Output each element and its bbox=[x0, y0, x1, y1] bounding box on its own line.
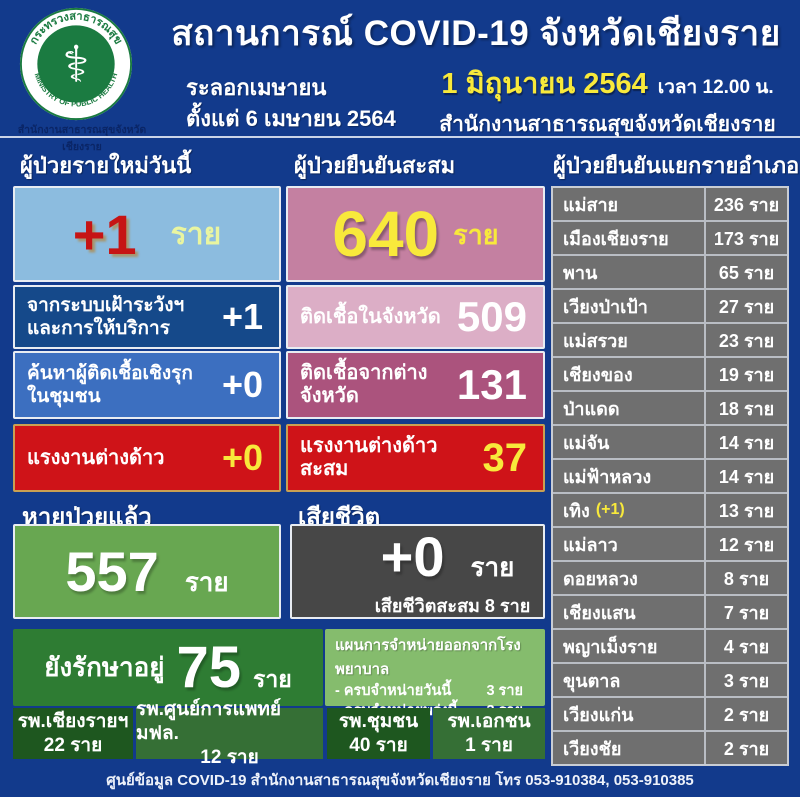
surveillance-box: จากระบบเฝ้าระวังฯ และการให้บริการ +1 bbox=[13, 285, 281, 349]
hospital-box: รพ.เอกชน 1 ราย bbox=[433, 708, 545, 759]
district-row: ขุนตาล 3 ราย bbox=[553, 664, 787, 698]
in-province-label: ติดเชื้อในจังหวัด bbox=[300, 305, 441, 328]
district-row: ดอยหลวง 8 ราย bbox=[553, 562, 787, 596]
cumulative-label: ผู้ป่วยยืนยันสะสม bbox=[294, 153, 456, 178]
deaths-unit: ราย bbox=[470, 551, 515, 582]
recovered-value: 557 bbox=[65, 540, 159, 603]
migrant-total-label: แรงงานต่างด้าวสะสม bbox=[300, 435, 438, 480]
district-row: พาน 65 ราย bbox=[553, 256, 787, 290]
header-divider bbox=[0, 136, 800, 138]
district-row: แม่ฟ้าหลวง 14 ราย bbox=[553, 460, 787, 494]
district-row: เมืองเชียงราย 173 ราย bbox=[553, 222, 787, 256]
cumulative-box: 640 ราย bbox=[286, 186, 545, 282]
in-province-value: 509 bbox=[456, 293, 527, 340]
district-row: แม่ลาว 12 ราย bbox=[553, 528, 787, 562]
ministry-of-public-health-seal-icon: กระทรวงสาธารณสุข MINISTRY OF PUBLIC HEAL… bbox=[19, 7, 133, 121]
hospital-box: รพ.ศูนย์การแพทย์มฟล. 12 ราย bbox=[136, 699, 323, 768]
migrant-total-value: 37 bbox=[482, 435, 528, 480]
district-row: เทิง (+1) 13 ราย bbox=[553, 494, 787, 528]
new-today-box: +1 ราย bbox=[13, 186, 281, 282]
hospital-box: รพ.ชุมชน 40 ราย bbox=[327, 708, 430, 759]
in-care-box: ยังรักษาอยู่ 75 ราย bbox=[13, 629, 323, 706]
districts-label: ผู้ป่วยยืนยันแยกรายอำเภอ bbox=[553, 153, 800, 178]
hospital-box: รพ.เชียงรายฯ 22 ราย bbox=[13, 708, 133, 759]
district-row: ป่าแดด 18 ราย bbox=[553, 392, 787, 426]
in-care-unit: ราย bbox=[253, 666, 292, 692]
other-province-value: 131 bbox=[456, 361, 527, 408]
new-today-value: +1 bbox=[72, 202, 137, 266]
other-province-box: ติดเชื้อจากต่างจังหวัด 131 bbox=[286, 351, 545, 419]
deaths-cumulative-note: เสียชีวิตสะสม 8 ราย bbox=[374, 595, 531, 616]
footer-contact: ศูนย์ข้อมูล COVID-19 สำนักงานสาธารณสุขจั… bbox=[106, 772, 694, 789]
other-province-label: ติดเชื้อจากต่างจังหวัด bbox=[300, 362, 428, 407]
deaths-value: +0 bbox=[380, 524, 445, 588]
migrant-new-label: แรงงานต่างด้าว bbox=[27, 446, 165, 469]
cumulative-value: 640 bbox=[332, 198, 440, 270]
new-today-unit: ราย bbox=[170, 217, 222, 251]
discharge-plan-title: แผนการจำหน่ายออกจากโรงพยาบาล bbox=[335, 637, 521, 678]
migrant-total-box: แรงงานต่างด้าวสะสม 37 bbox=[286, 424, 545, 492]
proactive-box: ค้นหาผู้ติดเชื้อเชิงรุก ในชุมชน +0 bbox=[13, 351, 281, 419]
report-time: เวลา 12.00 น. bbox=[657, 77, 774, 98]
report-datetime: 1 มิถุนายน 2564 เวลา 12.00 น. สำนักงานสา… bbox=[420, 60, 795, 141]
surveillance-value: +1 bbox=[221, 296, 263, 337]
cumulative-unit: ราย bbox=[453, 219, 499, 250]
district-row: เวียงแก่น 2 ราย bbox=[553, 698, 787, 732]
ministry-logo: กระทรวงสาธารณสุข MINISTRY OF PUBLIC HEAL… bbox=[18, 6, 134, 127]
districts-table: แม่สาย 236 ราย เมืองเชียงราย 173 ราย พาน… bbox=[551, 186, 789, 766]
surveillance-label: จากระบบเฝ้าระวังฯ และการให้บริการ bbox=[27, 295, 185, 339]
district-row: พญาเม็งราย 4 ราย bbox=[553, 630, 787, 664]
district-row: เวียงป่าเป้า 27 ราย bbox=[553, 290, 787, 324]
district-row: แม่สรวย 23 ราย bbox=[553, 324, 787, 358]
in-care-label: ยังรักษาอยู่ bbox=[44, 652, 165, 682]
wave-line2: ตั้งแต่ 6 เมษายน 2564 bbox=[186, 106, 396, 131]
svg-text:⚕: ⚕ bbox=[62, 36, 89, 92]
logo-caption: สำนักงานสาธารณสุขจังหวัดเชียงราย bbox=[17, 124, 147, 153]
proactive-value: +0 bbox=[221, 364, 263, 405]
discharge-plan-box: แผนการจำหน่ายออกจากโรงพยาบาล - ครบจำหน่า… bbox=[325, 629, 545, 719]
wave-period: ระลอกเมษายน ตั้งแต่ 6 เมษายน 2564 bbox=[186, 72, 396, 134]
in-care-value: 75 bbox=[176, 635, 241, 700]
report-date: 1 มิถุนายน 2564 bbox=[441, 68, 648, 100]
discharge-plan-item: - ครบจำหน่ายวันนี้ 3 ราย bbox=[335, 683, 523, 699]
new-today-label: ผู้ป่วยรายใหม่วันนี้ bbox=[20, 153, 192, 178]
proactive-label: ค้นหาผู้ติดเชื้อเชิงรุก ในชุมชน bbox=[27, 363, 193, 407]
in-province-box: ติดเชื้อในจังหวัด 509 bbox=[286, 285, 545, 349]
district-row: แม่จัน 14 ราย bbox=[553, 426, 787, 460]
district-row: เวียงชัย 2 ราย bbox=[553, 732, 787, 764]
deaths-box: +0 ราย เสียชีวิตสะสม 8 ราย bbox=[290, 524, 545, 619]
report-org: สำนักงานสาธารณสุขจังหวัดเชียงราย bbox=[439, 113, 776, 136]
recovered-unit: ราย bbox=[184, 567, 229, 597]
district-row: เชียงแสน 7 ราย bbox=[553, 596, 787, 630]
district-row: แม่สาย 236 ราย bbox=[553, 188, 787, 222]
district-row: เชียงของ 19 ราย bbox=[553, 358, 787, 392]
wave-line1: ระลอกเมษายน bbox=[186, 75, 327, 100]
recovered-box: 557 ราย bbox=[13, 524, 281, 619]
migrant-new-box: แรงงานต่างด้าว +0 bbox=[13, 424, 281, 492]
page-title: สถานการณ์ COVID-19 จังหวัดเชียงราย bbox=[171, 14, 781, 53]
migrant-new-value: +0 bbox=[221, 437, 263, 478]
